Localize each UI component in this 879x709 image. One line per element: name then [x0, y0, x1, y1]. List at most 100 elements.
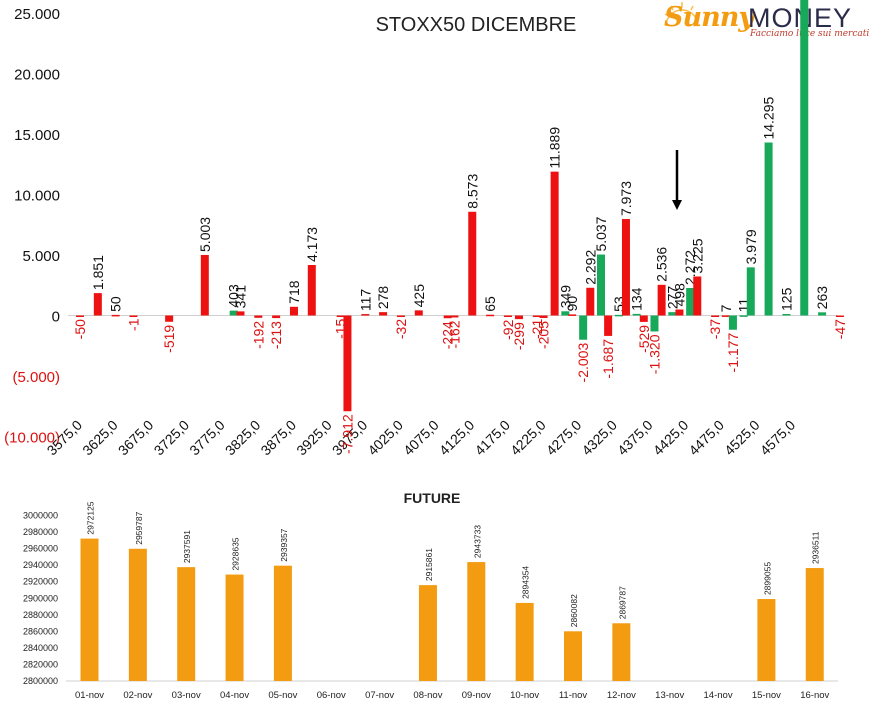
bar	[668, 312, 677, 316]
bar	[728, 315, 737, 330]
chart-title: STOXX50 DICEMBRE	[375, 14, 577, 36]
data-label: -50	[72, 319, 88, 339]
data-label: 403	[226, 284, 242, 308]
bar	[805, 568, 824, 681]
y-tick-label: 2860000	[23, 626, 58, 636]
bar	[739, 315, 748, 317]
y-tick-label: 3000000	[23, 511, 58, 521]
x-tick-label: 15-nov	[752, 690, 781, 701]
data-label: -299	[511, 322, 527, 350]
data-label: -32	[393, 319, 409, 339]
data-label: 2860082	[569, 594, 579, 627]
y-tick-label: (10.000)	[4, 430, 60, 447]
data-label: 349	[557, 285, 573, 309]
data-label: -192	[250, 321, 266, 349]
bar	[650, 315, 659, 332]
x-tick-label: 12-nov	[607, 690, 636, 701]
bar	[711, 315, 720, 317]
data-label: -2.003	[575, 343, 591, 383]
data-label: -7.912	[339, 414, 355, 454]
data-label: 277	[664, 286, 680, 310]
y-tick-label: (5.000)	[12, 369, 60, 386]
y-tick-label: 2940000	[23, 560, 58, 570]
sunny-money-logo: Sunny MONEY Facciamo luce sui mercati	[664, 2, 870, 44]
x-tick-label: 16-nov	[800, 690, 829, 701]
bar	[80, 538, 99, 681]
bar	[764, 142, 773, 316]
data-label: 117	[357, 289, 373, 312]
data-label: -529	[636, 325, 652, 353]
data-label: 65	[482, 296, 498, 312]
data-label: -21	[529, 319, 545, 339]
bar	[229, 310, 238, 316]
bar	[343, 315, 352, 412]
y-tick-label: 2960000	[23, 544, 58, 554]
bar	[639, 315, 648, 322]
bar	[272, 315, 281, 319]
bar	[418, 585, 437, 681]
data-label: 7.973	[618, 181, 634, 216]
data-label: 425	[411, 284, 427, 308]
bar	[467, 562, 486, 681]
data-label: 8.573	[464, 174, 480, 209]
bar	[307, 265, 316, 316]
data-label: 2894354	[521, 566, 531, 599]
logo-money: MONEY	[748, 3, 853, 33]
data-label: -1.687	[600, 339, 616, 379]
bar	[746, 267, 755, 316]
stoxx50-options-chart: 40.00035.00030.00025.00020.00015.00010.0…	[4, 0, 848, 458]
bar	[782, 313, 791, 316]
data-label: 2869787	[617, 586, 627, 619]
x-tick-label: 13-nov	[655, 690, 684, 701]
x-tick-label: 09-nov	[462, 690, 491, 701]
data-label: 3.225	[689, 238, 705, 273]
data-label: 2.272	[682, 250, 698, 285]
bar	[468, 211, 477, 316]
x-tick-label: 10-nov	[510, 690, 539, 701]
logo-tagline: Facciamo luce sui mercati	[750, 29, 870, 39]
y-tick-label: 25.000	[14, 6, 60, 23]
data-label: 7	[718, 304, 734, 312]
data-label: 4.173	[304, 227, 320, 262]
data-label: -205	[536, 321, 552, 349]
data-label: 2943733	[472, 525, 482, 558]
bar	[486, 314, 495, 317]
bar	[128, 548, 147, 681]
data-label: 498	[671, 283, 687, 307]
data-label: 278	[375, 286, 391, 310]
data-label: -1.177	[725, 333, 741, 373]
bar	[336, 315, 345, 317]
bar	[361, 314, 370, 316]
bar	[289, 306, 298, 316]
bar	[450, 315, 459, 318]
data-label: 341	[232, 285, 248, 309]
bar	[686, 288, 695, 316]
data-label: 14.295	[761, 96, 777, 139]
data-label: 2937591	[182, 530, 192, 563]
bar	[621, 219, 630, 316]
bar	[93, 293, 102, 316]
y-tick-label: 5.000	[22, 248, 60, 265]
y-tick-label: 15.000	[14, 127, 60, 144]
data-label: 3.979	[743, 229, 759, 264]
bar	[273, 565, 292, 681]
data-label: -47	[832, 319, 848, 339]
bar	[675, 309, 684, 316]
x-tick-label: 02-nov	[123, 690, 152, 701]
bar	[503, 315, 512, 317]
y-tick-label: 2980000	[23, 527, 58, 537]
y-tick-label: 2880000	[23, 610, 58, 620]
data-label: 2928635	[231, 537, 241, 570]
data-label: 1.851	[90, 255, 106, 290]
data-label: 718	[286, 280, 302, 304]
x-tick-label: 14-nov	[704, 690, 733, 701]
bar	[596, 254, 605, 316]
logo-sunny: Sunny	[664, 2, 754, 33]
data-label: 125	[778, 287, 794, 311]
data-label: 2899055	[762, 562, 772, 595]
bar	[693, 276, 702, 316]
arrow-head	[672, 200, 682, 210]
future-chart-title: FUTURE	[403, 490, 461, 506]
bar	[515, 602, 534, 681]
